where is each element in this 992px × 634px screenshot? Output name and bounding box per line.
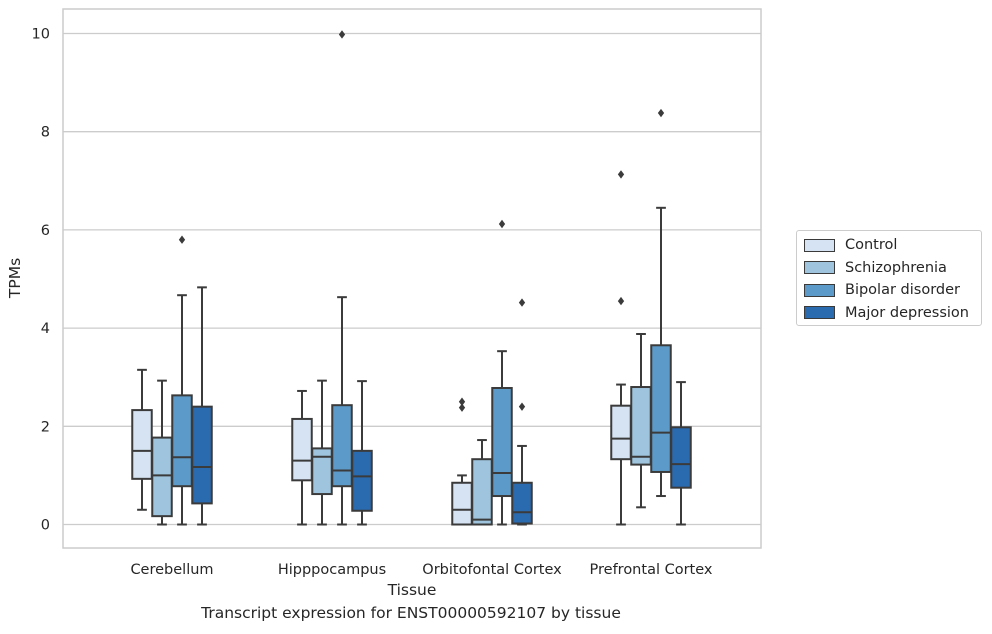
iqr-box (351, 449, 373, 512)
outlier-point (518, 298, 526, 307)
iqr-box (311, 447, 333, 496)
iqr-box (331, 404, 353, 488)
legend-swatch (804, 306, 835, 320)
iqr-box (291, 417, 313, 482)
iqr-box (451, 481, 473, 526)
iqr-box (471, 458, 493, 526)
legend-label: Control (845, 237, 898, 254)
iqr-box (191, 405, 213, 505)
y-tick-label: 8 (41, 125, 50, 141)
outlier-point (518, 402, 526, 411)
iqr-box (151, 436, 173, 518)
plot-frame (62, 8, 762, 549)
x-tick-label: Hipppocampus (278, 562, 386, 578)
outlier-point (617, 296, 625, 306)
iqr-box (511, 481, 533, 525)
x-tick-label: Prefrontal Cortex (590, 562, 713, 578)
box-control-0 (131, 368, 153, 511)
box-bipolar-disorder-2 (491, 219, 513, 526)
chart-title: Transcript expression for ENST0000059210… (201, 604, 621, 622)
outlier-point (617, 170, 625, 179)
legend-label: Major depression (845, 304, 969, 321)
y-tick-labels: 0 2 4 6 8 10 (32, 27, 50, 534)
box-major-depression-2 (511, 298, 533, 526)
legend-item: Control (804, 234, 981, 257)
x-tick-labels: Cerebellum Hipppocampus Orbitofontal Corte… (130, 562, 712, 578)
box-major-depression-0 (191, 286, 213, 526)
box-groups (131, 30, 692, 526)
legend-label: Schizophrenia (845, 259, 947, 276)
x-tick-label: Orbitofontal Cortex (422, 562, 562, 578)
iqr-box (171, 394, 193, 488)
legend: Control Schizophrenia Bipolar disorder Majo… (796, 230, 982, 326)
iqr-box (491, 387, 513, 498)
legend-swatch (804, 261, 835, 275)
outlier-point (458, 397, 466, 406)
box-major-depression-1 (351, 380, 373, 526)
y-tick-label: 4 (41, 321, 50, 337)
legend-item: Bipolar disorder (804, 279, 981, 302)
legend-swatch (804, 238, 835, 252)
outlier-point (657, 108, 665, 118)
legend-label: Bipolar disorder (845, 282, 960, 299)
box-schizophrenia-2 (471, 439, 493, 526)
box-bipolar-disorder-1 (331, 30, 353, 526)
iqr-box (650, 344, 672, 473)
outlier-point (338, 30, 346, 39)
iqr-box (610, 404, 632, 461)
x-tick-label: Cerebellum (130, 562, 213, 578)
y-axis-label: TPMs (6, 258, 24, 299)
outlier-point (458, 403, 466, 412)
y-tick-label: 0 (41, 518, 50, 534)
y-tick-label: 6 (41, 223, 50, 239)
legend-swatch (804, 283, 835, 297)
legend-item: Schizophrenia (804, 257, 981, 280)
box-major-depression-3 (670, 381, 692, 526)
iqr-box (630, 386, 652, 466)
iqr-box (670, 426, 692, 489)
y-tick-label: 10 (32, 27, 50, 43)
y-tick-label: 2 (41, 419, 50, 435)
legend-item: Major depression (804, 302, 981, 325)
x-axis-label: Tissue (387, 581, 437, 599)
box-schizophrenia-0 (151, 379, 173, 526)
outlier-point (178, 235, 186, 244)
outlier-point (498, 219, 506, 229)
box-bipolar-disorder-3 (650, 108, 672, 498)
iqr-box (131, 409, 153, 480)
